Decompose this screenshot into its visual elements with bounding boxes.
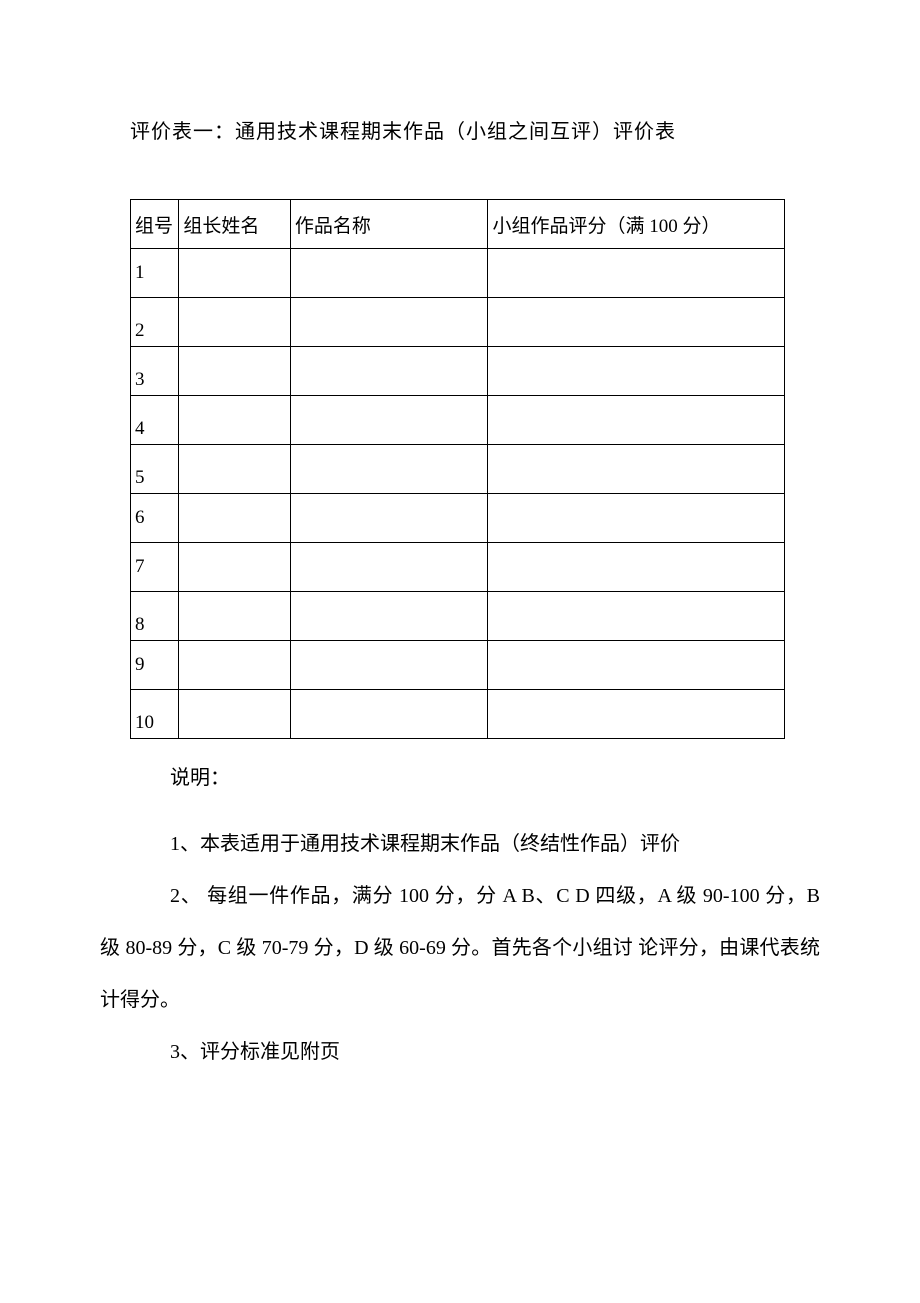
note-item-1: 1、本表适用于通用技术课程期末作品（终结性作品）评价: [130, 818, 820, 870]
cell-work-name: [290, 641, 488, 690]
cell-group-number: 5: [131, 445, 179, 494]
cell-leader-name: [179, 347, 290, 396]
table-row: 7: [131, 543, 785, 592]
cell-group-score: [488, 690, 785, 739]
table-row: 5: [131, 445, 785, 494]
cell-work-name: [290, 347, 488, 396]
cell-group-number: 3: [131, 347, 179, 396]
cell-group-number: 8: [131, 592, 179, 641]
table-row: 2: [131, 298, 785, 347]
document-title: 评价表一：通用技术课程期末作品（小组之间互评）评价表: [130, 115, 820, 144]
table-row: 4: [131, 396, 785, 445]
note-item-3: 3、评分标准见附页: [130, 1026, 820, 1078]
col-header-leader-name: 组长姓名: [179, 200, 290, 249]
table-row: 6: [131, 494, 785, 543]
cell-group-score: [488, 494, 785, 543]
cell-leader-name: [179, 543, 290, 592]
cell-leader-name: [179, 249, 290, 298]
cell-group-number: 6: [131, 494, 179, 543]
cell-work-name: [290, 592, 488, 641]
cell-group-score: [488, 641, 785, 690]
cell-leader-name: [179, 641, 290, 690]
cell-group-score: [488, 298, 785, 347]
table-row: 10: [131, 690, 785, 739]
table-row: 8: [131, 592, 785, 641]
cell-group-score: [488, 445, 785, 494]
cell-group-number: 10: [131, 690, 179, 739]
table-row: 1: [131, 249, 785, 298]
cell-work-name: [290, 690, 488, 739]
cell-group-score: [488, 347, 785, 396]
cell-group-number: 4: [131, 396, 179, 445]
cell-work-name: [290, 396, 488, 445]
col-header-group-score: 小组作品评分（满 100 分）: [488, 200, 785, 249]
cell-group-score: [488, 396, 785, 445]
cell-leader-name: [179, 494, 290, 543]
col-header-group-number: 组号: [131, 200, 179, 249]
cell-leader-name: [179, 445, 290, 494]
cell-work-name: [290, 543, 488, 592]
cell-work-name: [290, 249, 488, 298]
cell-work-name: [290, 445, 488, 494]
cell-leader-name: [179, 396, 290, 445]
cell-work-name: [290, 298, 488, 347]
cell-group-number: 9: [131, 641, 179, 690]
notes-heading: 说明：: [130, 761, 820, 790]
cell-group-score: [488, 592, 785, 641]
cell-leader-name: [179, 592, 290, 641]
cell-group-number: 2: [131, 298, 179, 347]
table-row: 9: [131, 641, 785, 690]
cell-group-number: 1: [131, 249, 179, 298]
cell-work-name: [290, 494, 488, 543]
cell-group-score: [488, 249, 785, 298]
cell-group-score: [488, 543, 785, 592]
cell-group-number: 7: [131, 543, 179, 592]
cell-leader-name: [179, 298, 290, 347]
col-header-work-name: 作品名称: [290, 200, 488, 249]
cell-leader-name: [179, 690, 290, 739]
table-row: 3: [131, 347, 785, 396]
table-header-row: 组号 组长姓名 作品名称 小组作品评分（满 100 分）: [131, 200, 785, 249]
evaluation-table: 组号 组长姓名 作品名称 小组作品评分（满 100 分） 1 2 3 4 5 6: [130, 199, 785, 739]
note-item-2: 2、 每组一件作品，满分 100 分，分 A B、C D 四级，A 级 90-1…: [100, 870, 820, 1026]
